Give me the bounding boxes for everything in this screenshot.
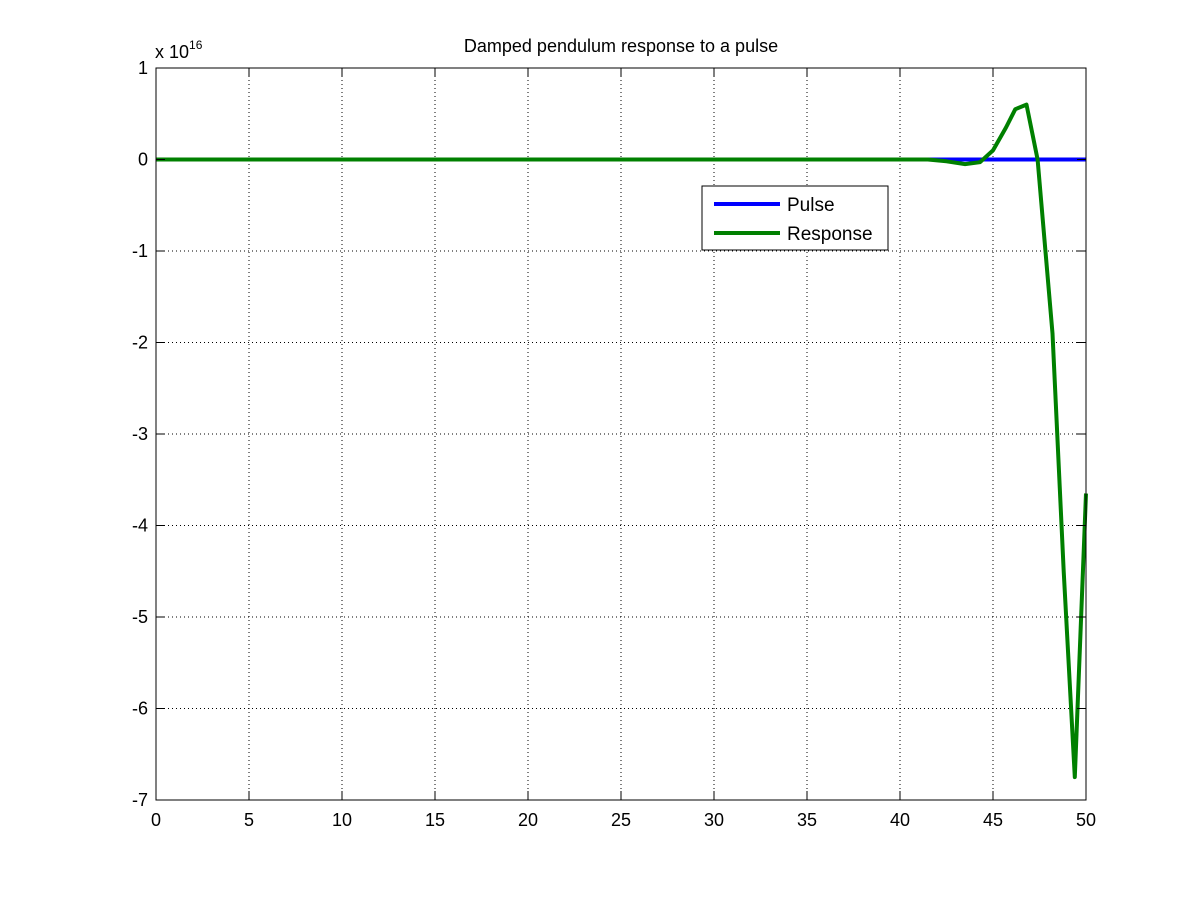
legend-box bbox=[701, 185, 889, 251]
chart-title: Damped pendulum response to a pulse bbox=[464, 36, 778, 56]
x-tick-label: 40 bbox=[890, 810, 910, 830]
legend-label-response: Response bbox=[787, 224, 873, 245]
series-line-response bbox=[156, 102, 1088, 780]
series-lines bbox=[156, 102, 1088, 780]
y-exponent-power: 16 bbox=[189, 38, 203, 52]
x-tick-label: 45 bbox=[983, 810, 1003, 830]
legend: Pulse Response bbox=[701, 185, 889, 251]
y-tick-label: -1 bbox=[132, 241, 148, 261]
y-tick-label: -5 bbox=[132, 607, 148, 627]
y-tick-label: -6 bbox=[132, 699, 148, 719]
axis-ticks: 0 5 10 15 20 25 30 35 40 45 50 -7 -6 -5 -4 -3 -2 -1 0 1 bbox=[132, 58, 1096, 830]
legend-label-pulse: Pulse bbox=[787, 195, 835, 216]
x-tick-label: 15 bbox=[425, 810, 445, 830]
y-tick-label: 0 bbox=[138, 150, 148, 170]
y-tick-label: -4 bbox=[132, 516, 148, 536]
y-exponent-label: x 1016 bbox=[155, 38, 203, 62]
y-tick-label: 1 bbox=[138, 58, 148, 78]
x-tick-label: 10 bbox=[332, 810, 352, 830]
x-tick-label: 25 bbox=[611, 810, 631, 830]
y-exponent-base: x 10 bbox=[155, 42, 189, 62]
x-tick-label: 35 bbox=[797, 810, 817, 830]
x-tick-label: 0 bbox=[151, 810, 161, 830]
y-tick-label: -7 bbox=[132, 790, 148, 810]
x-tick-label: 5 bbox=[244, 810, 254, 830]
x-tick-label: 20 bbox=[518, 810, 538, 830]
y-tick-label: -2 bbox=[132, 333, 148, 353]
x-tick-label: 50 bbox=[1076, 810, 1096, 830]
y-tick-label: -3 bbox=[132, 424, 148, 444]
x-tick-label: 30 bbox=[704, 810, 724, 830]
